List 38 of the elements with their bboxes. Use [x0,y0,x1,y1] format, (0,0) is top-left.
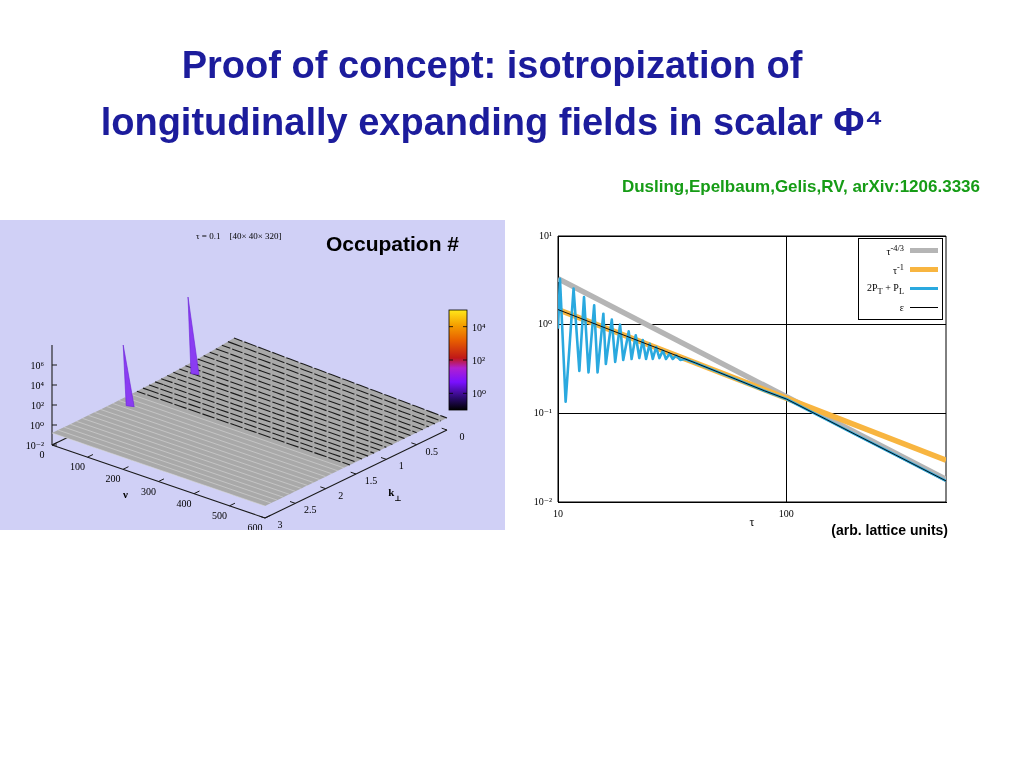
text: 10² [472,355,485,366]
text: 2 [338,489,344,501]
text: 1.5 [364,475,378,486]
y-tick-label: 10⁻¹ [533,406,552,418]
y-tick-label: 10⁻² [533,495,552,507]
chart-title: Proof of concept: isotropization of longitudinally expanding fields in scalar Φ⁴ [99,43,885,145]
text: 10⁴ [30,380,45,391]
text: 0.5 [425,445,438,457]
legend-label: ε [899,302,904,313]
text: 0 [459,431,465,442]
text: ν [122,487,129,500]
text: 400 [176,497,192,509]
text: 200 [105,473,121,485]
chart-subtitle: Dusling,Epelbaum,Gelis,RV, arXiv:1206.3336 [621,177,980,197]
text: (arb. lattice units) [831,522,948,538]
text: 3 [277,519,283,530]
x-axis-title: τ [749,514,755,529]
legend-label: 2P$_{T}$ + P$_{L}$ [867,281,904,296]
x-tick-label: 10 [553,507,563,519]
text: k$_{⊥}$ [388,486,402,503]
text: 0 [39,449,45,460]
text: 10⁻² [25,440,44,451]
text: 10⁴ [472,321,486,333]
text: 10⁶ [30,360,45,371]
text: 1 [398,460,404,472]
text: τ = 0.1 [40× 40× 320] [196,231,282,241]
text: 500 [212,509,227,521]
text: Occupation # [326,232,460,255]
y-tick-label: 10¹ [539,229,552,241]
text: 100 [70,461,85,473]
text: 300 [141,485,156,497]
legend-label: τ$^{-4/3}$ [886,243,904,258]
text: 10⁰ [29,420,44,431]
text: 2.5 [304,504,317,516]
text: 10² [31,400,44,411]
text: 10⁰ [472,388,487,400]
y-tick-label: 10⁰ [537,318,552,330]
legend-label: τ$^{-1}$ [893,262,904,277]
